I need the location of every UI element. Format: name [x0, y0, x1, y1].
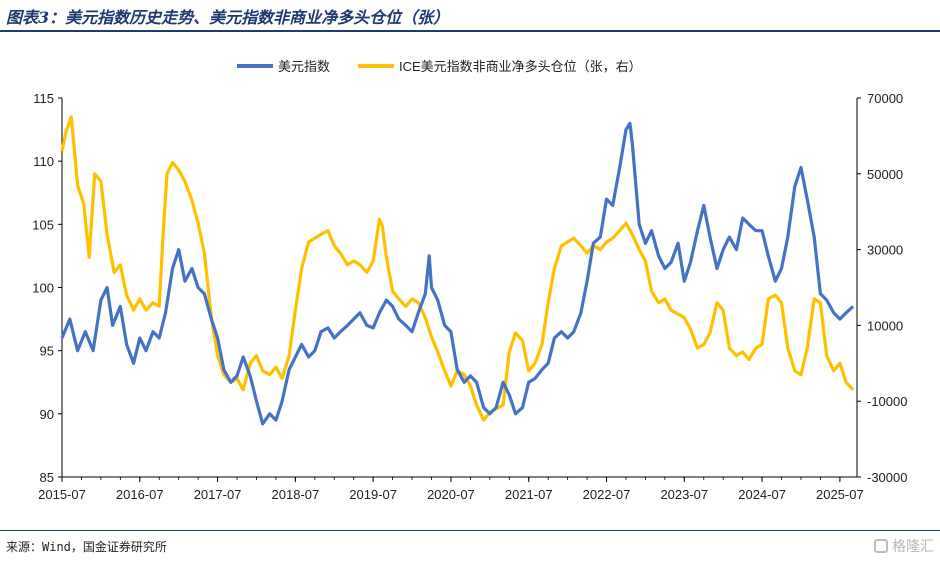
series-line-usd-index: [60, 121, 855, 426]
line-chart: 美元指数 ICE美元指数非商业净多头仓位（张，右） 115 110 105 100 95…: [32, 59, 907, 502]
title-rule: [0, 30, 940, 32]
axes: 115 110 105 100 95 90 85 70000 50000 30000 10000 -1…: [32, 91, 907, 502]
x-tick-label: 2022-07: [583, 487, 631, 502]
y-right-tick-label: 30000: [867, 243, 903, 258]
watermark-logo-icon: [874, 539, 888, 553]
x-tick-label: 2024-07: [738, 487, 786, 502]
legend: 美元指数 ICE美元指数非商业净多头仓位（张，右）: [237, 59, 642, 74]
footer-rule: [0, 530, 940, 531]
y-left-tick-label: 115: [33, 91, 54, 106]
y-right-tick-label: 10000: [867, 318, 903, 333]
chart-title: 图表3：美元指数历史走势、美元指数非商业净多头仓位（张）: [6, 8, 450, 27]
x-tick-label: 2023-07: [660, 487, 708, 502]
y-left-tick-label: 105: [32, 217, 54, 232]
x-tick-label: 2015-07: [38, 487, 86, 502]
y-left-tick-label: 85: [40, 470, 54, 485]
y-right-tick-label: -10000: [867, 394, 907, 409]
series-line-ice-position: [60, 115, 855, 422]
y-right-tick-label: 70000: [867, 91, 903, 106]
x-tick-label: 2025-07: [816, 487, 864, 502]
x-tick-label: 2019-07: [349, 487, 397, 502]
legend-label-ice-position: ICE美元指数非商业净多头仓位（张，右）: [399, 59, 642, 74]
x-tick-label: 2016-07: [116, 487, 164, 502]
y-left-tick-label: 110: [33, 154, 54, 169]
y-right-tick-label: 50000: [867, 167, 903, 182]
y-left-tick-label: 95: [40, 344, 54, 359]
x-tick-label: 2018-07: [272, 487, 320, 502]
y-left-tick-label: 100: [32, 281, 54, 296]
series-lines: [60, 115, 855, 426]
watermark-text: 格隆汇: [892, 539, 934, 555]
watermark: 格隆汇: [874, 536, 934, 556]
y-right-tick-label: -30000: [867, 470, 907, 485]
y-left-tick-label: 90: [40, 407, 54, 422]
x-tick-label: 2021-07: [505, 487, 553, 502]
x-tick-label: 2017-07: [194, 487, 242, 502]
source-note: 来源：Wind，国金证券研究所: [6, 540, 167, 554]
x-tick-label: 2020-07: [427, 487, 475, 502]
legend-label-usd-index: 美元指数: [278, 59, 330, 74]
